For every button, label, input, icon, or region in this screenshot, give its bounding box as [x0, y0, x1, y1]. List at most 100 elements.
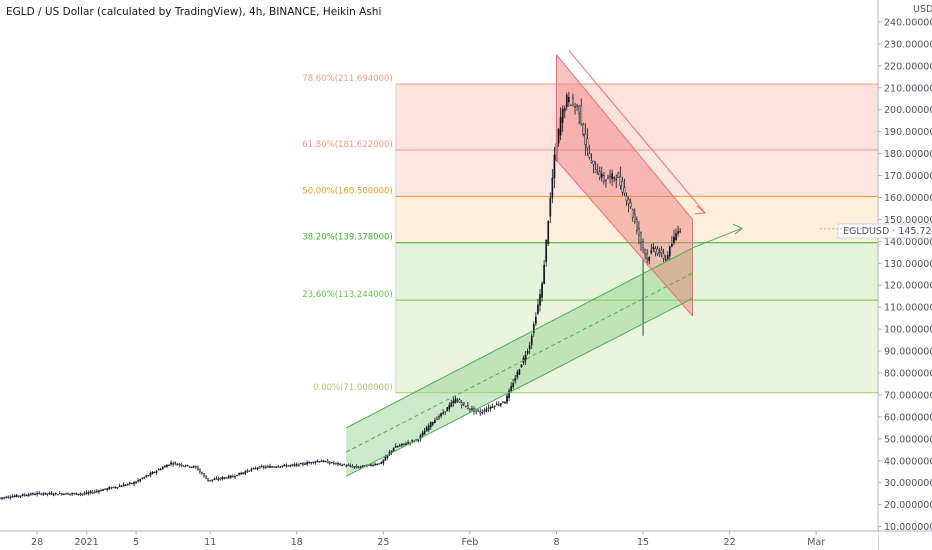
candle-body — [291, 464, 294, 466]
ascending-channel-fill[interactable] — [346, 247, 693, 477]
candle-body — [384, 456, 387, 461]
candle-body — [450, 402, 453, 407]
candle-body — [654, 248, 657, 253]
candle-body — [598, 171, 601, 178]
candle-body — [407, 442, 409, 444]
candle-body — [197, 467, 199, 471]
candle-body — [93, 491, 96, 493]
candle-body — [267, 466, 269, 468]
candle-body — [75, 492, 78, 495]
candle-body — [135, 481, 137, 484]
price-tick-label: 200.000000 — [884, 105, 932, 116]
candle-body — [549, 197, 552, 217]
candle-body — [81, 493, 84, 495]
candle-body — [324, 460, 327, 463]
candle-body — [7, 496, 10, 498]
candle-body — [648, 256, 651, 262]
candle-body — [223, 477, 226, 479]
candle-body — [104, 488, 106, 490]
candle-body — [370, 464, 372, 466]
candle-body — [664, 259, 667, 261]
candle-body — [151, 471, 154, 475]
candle-body — [182, 465, 185, 467]
candle-body — [83, 493, 86, 495]
candle-body — [201, 472, 203, 475]
candle-body — [273, 466, 275, 468]
candle-body — [464, 405, 467, 408]
candle-body — [297, 463, 300, 466]
candle-body — [671, 243, 673, 247]
candle-body — [44, 492, 47, 495]
candle-body — [122, 484, 125, 487]
candle-body — [339, 463, 341, 465]
candle-body — [361, 465, 364, 467]
candle-body — [545, 239, 548, 262]
fib-level-label: 61.80%(181.622000) — [302, 140, 392, 150]
candle-body — [347, 464, 350, 467]
candle-body — [679, 230, 681, 233]
candle-body — [21, 494, 24, 497]
candle-body — [234, 476, 236, 478]
candle-body — [256, 467, 259, 469]
candle-body — [380, 461, 383, 464]
candle-body — [302, 463, 304, 465]
candle-body — [456, 400, 459, 402]
candle-body — [563, 108, 566, 112]
candle-body — [394, 445, 397, 448]
candle-body — [629, 202, 632, 208]
candle-body — [337, 463, 339, 465]
candle-body — [489, 406, 492, 409]
time-axis[interactable]: 28 2021 5 11 18 25 Feb 8 15 22 Mar — [0, 530, 932, 550]
candle-body — [530, 335, 533, 345]
candle-body — [448, 404, 451, 410]
candle-body — [341, 464, 343, 467]
fibonacci-retracement[interactable]: 0.00%(71.000000) 23.60%(113.244000) 38.20%… — [302, 74, 878, 394]
candle-body — [137, 480, 139, 482]
candle-body — [217, 478, 220, 480]
candle-body — [574, 106, 576, 108]
candle-body — [304, 463, 306, 465]
candle-body — [411, 440, 414, 442]
candle-body — [1, 497, 3, 499]
candle-body — [619, 176, 622, 186]
candle-body — [308, 462, 311, 464]
candle-body — [539, 294, 541, 306]
candle-body — [215, 478, 218, 480]
fib-level-label: 38.20%(139.378000) — [302, 233, 392, 243]
candle-body — [557, 128, 560, 144]
candle-body — [427, 425, 430, 431]
candle-body — [126, 483, 129, 486]
candle-body — [440, 413, 442, 417]
candle-body — [504, 402, 506, 404]
candle-body — [269, 465, 271, 468]
candlestick-series — [0, 91, 681, 501]
price-tick-label: 180.000000 — [884, 149, 932, 160]
candle-body — [374, 463, 376, 466]
candle-body — [640, 232, 642, 243]
candle-body — [73, 493, 76, 495]
candle-body — [578, 105, 581, 114]
candle-body — [396, 445, 399, 448]
candle-body — [131, 482, 133, 485]
candle-body — [164, 465, 166, 468]
candle-body — [23, 494, 26, 497]
candle-body — [658, 252, 661, 255]
candle-body — [153, 471, 156, 474]
candle-body — [250, 468, 253, 471]
candle-body — [353, 466, 356, 468]
candle-body — [520, 364, 523, 368]
ascending-channel-mid — [346, 272, 693, 453]
candle-body — [392, 447, 395, 451]
time-tick-label: 25 — [377, 537, 389, 548]
candle-body — [221, 477, 224, 480]
candle-body — [403, 443, 405, 445]
candle-body — [621, 180, 624, 193]
candle-body — [359, 466, 362, 468]
candle-body — [184, 465, 187, 468]
candle-body — [605, 179, 607, 182]
candle-body — [646, 253, 649, 260]
ascending-arrow — [692, 227, 743, 249]
descending-arrow-head — [694, 205, 707, 215]
price-axis[interactable]: USD 10.000000 20.000000 30.000000 40.000000… — [877, 0, 932, 550]
